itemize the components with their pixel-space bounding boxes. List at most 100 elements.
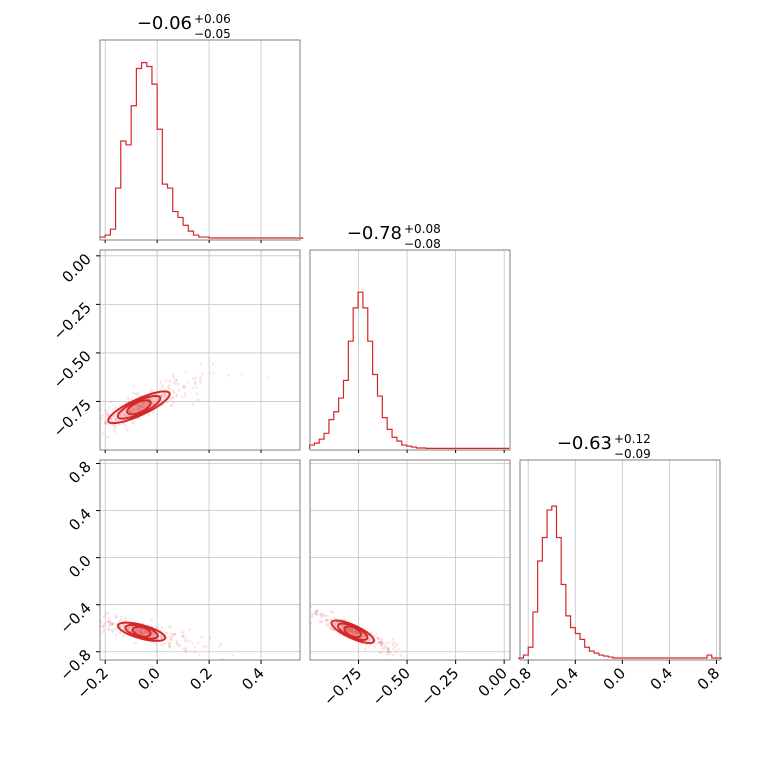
sample-point: [391, 638, 395, 641]
x-tick-label: 0.4: [647, 664, 677, 694]
sample-point: [141, 633, 144, 636]
sample-point: [193, 380, 197, 383]
sample-point: [319, 613, 322, 616]
sample-point: [151, 632, 154, 635]
sample-point: [122, 633, 126, 636]
sample-point: [105, 414, 109, 418]
sample-point: [106, 611, 110, 615]
sample-point: [109, 624, 112, 627]
sample-point: [136, 408, 140, 412]
sample-point: [383, 645, 386, 648]
sample-point: [142, 402, 146, 405]
sample-point: [227, 373, 231, 377]
sample-point: [163, 393, 166, 396]
sample-point: [363, 635, 366, 638]
sample-point: [147, 414, 151, 417]
sample-point: [77, 437, 80, 440]
sample-point: [380, 643, 383, 647]
sample-point: [145, 631, 149, 635]
sample-point: [394, 645, 397, 649]
sample-point: [313, 610, 317, 614]
sample-point: [172, 389, 175, 392]
sample-point: [141, 406, 144, 409]
x-tick-label: −0.75: [320, 664, 365, 709]
sample-point: [193, 645, 197, 649]
sample-point: [128, 410, 131, 414]
sample-point: [96, 434, 99, 437]
sample-point: [169, 637, 173, 641]
contour-level-3: [126, 399, 152, 416]
sample-point: [134, 641, 137, 645]
param-title-plus: +0.12: [614, 432, 651, 446]
sample-point: [351, 632, 355, 636]
sample-point: [105, 410, 109, 414]
sample-point: [178, 643, 181, 647]
sample-point: [315, 609, 318, 612]
sample-point: [330, 627, 333, 631]
sample-point: [340, 625, 344, 628]
sample-point: [373, 634, 377, 638]
sample-point: [89, 451, 92, 454]
sample-point: [345, 627, 349, 630]
sample-point: [107, 628, 111, 632]
sample-point: [394, 641, 397, 645]
sample-point: [182, 634, 186, 638]
sample-point: [382, 647, 386, 651]
sample-point: [319, 613, 323, 616]
sample-point: [177, 388, 181, 392]
sample-point: [76, 434, 79, 437]
sample-point: [136, 404, 139, 408]
sample-point: [106, 435, 109, 439]
sample-point: [133, 392, 137, 396]
sample-point: [104, 612, 108, 615]
sample-point: [397, 647, 400, 651]
sample-point: [132, 422, 136, 425]
sample-point: [374, 642, 378, 646]
histogram-1: [99, 62, 304, 239]
sample-point: [327, 622, 331, 626]
sample-point: [132, 384, 136, 387]
sample-point: [108, 622, 112, 625]
sample-point: [155, 649, 159, 653]
sample-point: [325, 619, 329, 623]
sample-point: [301, 618, 304, 621]
sample-point: [75, 436, 78, 439]
sample-point: [101, 625, 105, 628]
panel-frame: [99, 459, 301, 661]
sample-point: [145, 404, 149, 407]
hist-panel-1: −0.06 +0.06−0.05: [99, 12, 304, 241]
sample-point: [392, 647, 395, 651]
sample-point: [340, 624, 344, 627]
sample-point: [376, 636, 380, 640]
sample-point: [144, 630, 148, 634]
sample-point: [180, 395, 184, 399]
sample-point: [386, 650, 389, 654]
sample-point: [152, 401, 155, 405]
sample-point: [156, 637, 160, 641]
sample-point: [134, 629, 138, 633]
sample-point: [134, 629, 138, 633]
sample-point: [90, 439, 93, 442]
sample-point: [136, 631, 140, 634]
param-title-minus: −0.05: [194, 27, 231, 41]
sample-point: [266, 376, 269, 379]
sample-point: [285, 606, 288, 609]
sample-point: [315, 610, 319, 613]
sample-point: [126, 626, 130, 630]
sample-point: [162, 395, 166, 399]
sample-point: [323, 614, 327, 617]
sample-point: [118, 625, 122, 628]
sample-point: [97, 404, 100, 407]
sample-point: [319, 620, 322, 624]
sample-point: [386, 652, 390, 656]
sample-point: [350, 629, 354, 633]
sample-point: [380, 640, 383, 644]
sample-point: [118, 620, 121, 623]
sample-point: [191, 386, 195, 389]
sample-point: [166, 631, 169, 635]
sample-point: [159, 635, 163, 639]
sample-point: [386, 647, 390, 650]
sample-point: [113, 628, 116, 631]
sample-point: [175, 378, 178, 382]
sample-point: [171, 396, 175, 400]
